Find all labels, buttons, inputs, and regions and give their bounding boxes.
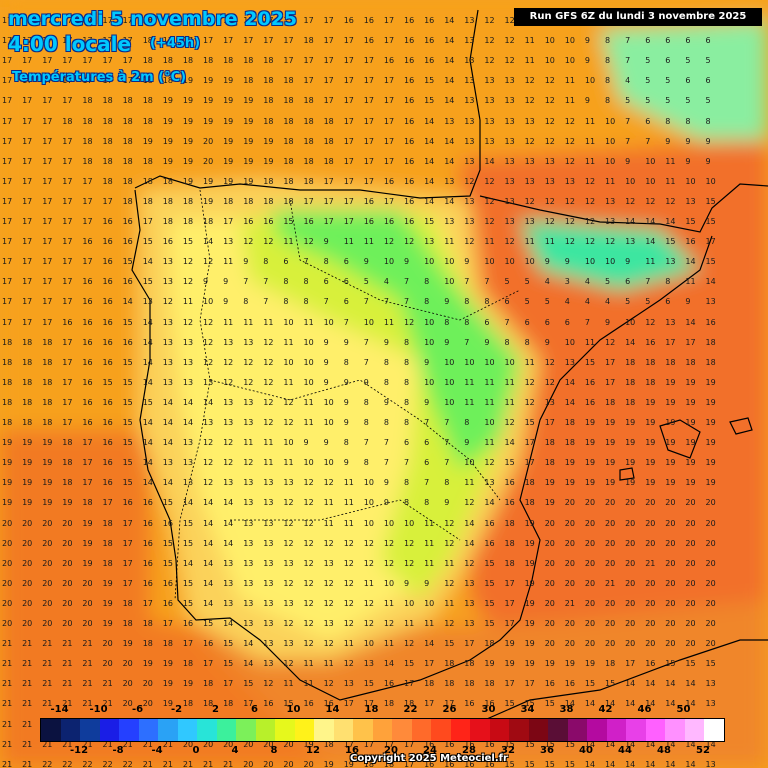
legend-bottom-label: 28 bbox=[462, 745, 476, 756]
legend-swatch bbox=[548, 719, 568, 741]
region-border-north bbox=[289, 199, 521, 321]
legend-swatch bbox=[606, 719, 626, 741]
legend-bottom-label: 4 bbox=[231, 745, 239, 756]
forecast-local-time: 4:00 locale bbox=[8, 32, 132, 56]
legend-bottom-label: -12 bbox=[69, 745, 89, 756]
legend-swatch bbox=[353, 719, 373, 741]
legend-swatch bbox=[450, 719, 470, 741]
legend-top-label: 10 bbox=[286, 704, 301, 715]
legend-swatch bbox=[216, 719, 236, 741]
forecast-hour-offset: (+45h) bbox=[150, 36, 201, 51]
legend-top-label: 22 bbox=[403, 704, 418, 715]
legend-top-label: 18 bbox=[364, 704, 379, 715]
legend-bottom-label: 24 bbox=[423, 745, 437, 756]
legend-top-label: -14 bbox=[50, 704, 69, 715]
legend-swatch bbox=[411, 719, 431, 741]
africa-coastline bbox=[479, 639, 768, 723]
legend-swatch bbox=[665, 719, 685, 741]
legend-swatch bbox=[138, 719, 158, 741]
legend-swatch bbox=[119, 719, 139, 741]
legend-top-label: 50 bbox=[676, 704, 691, 715]
legend-swatch bbox=[372, 719, 392, 741]
forecast-date-title: mercredi 5 novembre 2025 bbox=[8, 8, 298, 30]
legend-swatch bbox=[41, 719, 61, 741]
legend-bottom-label: 16 bbox=[345, 745, 359, 756]
borders bbox=[174, 189, 521, 601]
legend-top-label: 34 bbox=[520, 704, 535, 715]
north-coastline bbox=[134, 9, 481, 199]
legend-top-label: 30 bbox=[481, 704, 496, 715]
legend-top-label: 14 bbox=[325, 704, 340, 715]
legend-swatch bbox=[489, 719, 509, 741]
legend-swatch bbox=[99, 719, 119, 741]
balearic-ibiza bbox=[619, 467, 635, 481]
legend-swatch bbox=[333, 719, 353, 741]
legend-swatch bbox=[236, 719, 256, 741]
legend-swatch bbox=[314, 719, 334, 741]
iberia-coastline bbox=[131, 189, 713, 701]
coastlines bbox=[131, 9, 768, 723]
legend-swatch bbox=[197, 719, 217, 741]
region-border-center bbox=[209, 379, 501, 501]
legend-swatch bbox=[60, 719, 80, 741]
balearic-menorca bbox=[729, 417, 753, 435]
legend-top-label: 42 bbox=[598, 704, 613, 715]
legend-swatch bbox=[587, 719, 607, 741]
region-land-cold bbox=[270, 210, 520, 470]
legend-bottom-label: 36 bbox=[540, 745, 554, 756]
copyright: Copyright 2025 Meteociel.fr bbox=[350, 753, 508, 764]
legend-top-label: -10 bbox=[89, 704, 108, 715]
legend-top-label: 46 bbox=[637, 704, 652, 715]
legend-swatch bbox=[470, 719, 490, 741]
region-border-south bbox=[230, 499, 461, 541]
legend-swatch bbox=[158, 719, 178, 741]
legend-swatch bbox=[275, 719, 295, 741]
legend-swatch bbox=[567, 719, 587, 741]
legend-bottom-label: 48 bbox=[657, 745, 671, 756]
color-scale-legend bbox=[40, 718, 725, 742]
legend-bottom-label: 8 bbox=[270, 745, 278, 756]
legend-top-label: 38 bbox=[559, 704, 574, 715]
balearic-mallorca bbox=[659, 419, 701, 459]
legend-top-label: -2 bbox=[170, 704, 183, 715]
legend-swatch bbox=[684, 719, 704, 741]
legend-bottom-label: 0 bbox=[192, 745, 200, 756]
legend-bottom-label: 44 bbox=[618, 745, 632, 756]
legend-swatch bbox=[294, 719, 314, 741]
legend-bottom-label: -8 bbox=[112, 745, 124, 756]
model-run-label: Run GFS 6Z du lundi 3 novembre 2025 bbox=[514, 8, 762, 26]
legend-swatch bbox=[431, 719, 451, 741]
region-massif-central bbox=[600, 20, 768, 140]
legend-swatch bbox=[509, 719, 529, 741]
legend-bottom-label: 40 bbox=[579, 745, 593, 756]
legend-top-label: -6 bbox=[131, 704, 144, 715]
legend-swatch bbox=[645, 719, 665, 741]
legend-bottom-label: 20 bbox=[384, 745, 398, 756]
legend-bottom-label: 12 bbox=[306, 745, 320, 756]
legend-swatch bbox=[177, 719, 197, 741]
region-pyrenees bbox=[520, 220, 700, 290]
legend-bottom-label: 32 bbox=[501, 745, 515, 756]
legend-top-label: 6 bbox=[251, 704, 258, 715]
legend-swatch bbox=[392, 719, 412, 741]
legend-swatch bbox=[626, 719, 646, 741]
legend-swatch bbox=[528, 719, 548, 741]
legend-bottom-label: 52 bbox=[696, 745, 710, 756]
variable-label: Températures à 2m (°C) bbox=[12, 70, 187, 85]
legend-top-label: 2 bbox=[212, 704, 219, 715]
legend-top-label: 26 bbox=[442, 704, 457, 715]
legend-swatch bbox=[80, 719, 100, 741]
legend-swatch bbox=[704, 719, 724, 741]
legend-bottom-label: -4 bbox=[151, 745, 163, 756]
legend-swatch bbox=[255, 719, 275, 741]
france-south-coast bbox=[479, 183, 768, 233]
